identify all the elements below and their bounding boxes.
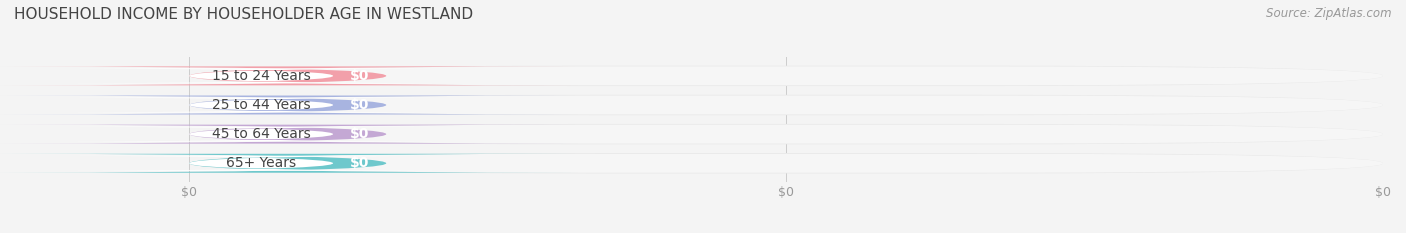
FancyBboxPatch shape: [190, 124, 1384, 144]
Text: 15 to 24 Years: 15 to 24 Years: [212, 69, 311, 83]
Text: $0: $0: [350, 98, 370, 112]
FancyBboxPatch shape: [22, 127, 499, 142]
FancyBboxPatch shape: [0, 154, 578, 173]
Text: Source: ZipAtlas.com: Source: ZipAtlas.com: [1267, 7, 1392, 20]
Text: 65+ Years: 65+ Years: [226, 156, 297, 170]
FancyBboxPatch shape: [22, 156, 499, 171]
Text: 45 to 64 Years: 45 to 64 Years: [212, 127, 311, 141]
Text: HOUSEHOLD INCOME BY HOUSEHOLDER AGE IN WESTLAND: HOUSEHOLD INCOME BY HOUSEHOLDER AGE IN W…: [14, 7, 474, 22]
FancyBboxPatch shape: [190, 95, 1384, 115]
Text: 25 to 44 Years: 25 to 44 Years: [212, 98, 311, 112]
Text: $0: $0: [350, 127, 370, 141]
Text: $0: $0: [350, 156, 370, 170]
FancyBboxPatch shape: [190, 153, 1384, 173]
FancyBboxPatch shape: [190, 154, 1384, 173]
FancyBboxPatch shape: [190, 125, 1384, 144]
FancyBboxPatch shape: [0, 96, 578, 114]
FancyBboxPatch shape: [190, 66, 1384, 85]
FancyBboxPatch shape: [190, 96, 1384, 114]
Text: $0: $0: [350, 69, 370, 83]
FancyBboxPatch shape: [22, 68, 499, 83]
FancyBboxPatch shape: [0, 125, 578, 144]
FancyBboxPatch shape: [0, 66, 578, 85]
FancyBboxPatch shape: [190, 66, 1384, 86]
FancyBboxPatch shape: [22, 97, 499, 113]
